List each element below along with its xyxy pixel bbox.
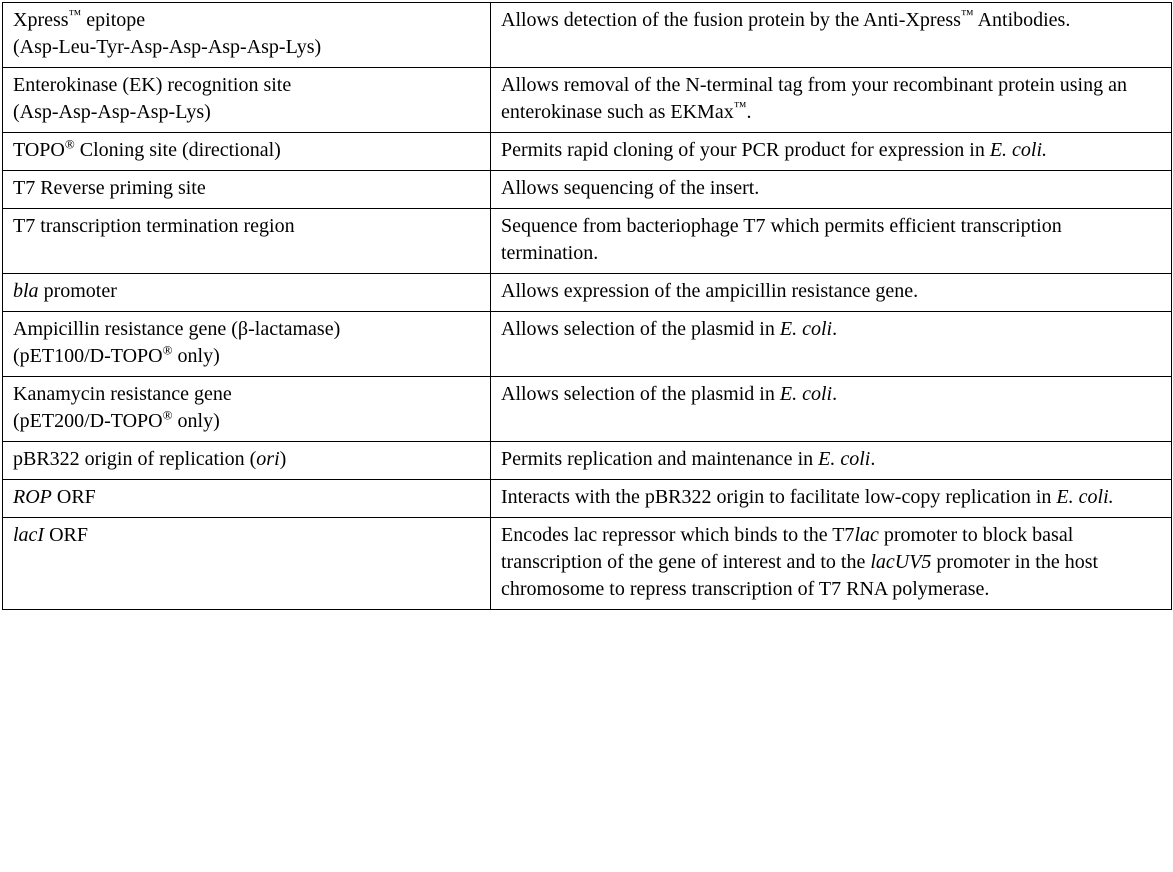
feature-cell: lacI ORF xyxy=(3,518,491,610)
feature-cell: T7 Reverse priming site xyxy=(3,171,491,209)
table-row: Kanamycin resistance gene(pET200/D-TOPO®… xyxy=(3,377,1172,442)
benefit-cell: Permits rapid cloning of your PCR produc… xyxy=(491,133,1172,171)
table-body: Xpress™ epitope(Asp-Leu-Tyr-Asp-Asp-Asp-… xyxy=(3,3,1172,610)
benefit-cell: Allows selection of the plasmid in E. co… xyxy=(491,377,1172,442)
table-row: bla promoterAllows expression of the amp… xyxy=(3,274,1172,312)
feature-cell: T7 transcription termination region xyxy=(3,209,491,274)
feature-cell: Ampicillin resistance gene (β-lactamase)… xyxy=(3,312,491,377)
feature-cell: ROP ORF xyxy=(3,480,491,518)
feature-cell: pBR322 origin of replication (ori) xyxy=(3,442,491,480)
benefit-cell: Allows selection of the plasmid in E. co… xyxy=(491,312,1172,377)
table-row: Ampicillin resistance gene (β-lactamase)… xyxy=(3,312,1172,377)
table-row: T7 Reverse priming siteAllows sequencing… xyxy=(3,171,1172,209)
feature-cell: Kanamycin resistance gene(pET200/D-TOPO®… xyxy=(3,377,491,442)
benefit-cell: Encodes lac repressor which binds to the… xyxy=(491,518,1172,610)
table-row: T7 transcription termination regionSeque… xyxy=(3,209,1172,274)
table-row: TOPO® Cloning site (directional)Permits … xyxy=(3,133,1172,171)
benefit-cell: Sequence from bacteriophage T7 which per… xyxy=(491,209,1172,274)
benefit-cell: Interacts with the pBR322 origin to faci… xyxy=(491,480,1172,518)
table-row: Xpress™ epitope(Asp-Leu-Tyr-Asp-Asp-Asp-… xyxy=(3,3,1172,68)
benefit-cell: Permits replication and maintenance in E… xyxy=(491,442,1172,480)
benefit-cell: Allows removal of the N-terminal tag fro… xyxy=(491,68,1172,133)
table-row: ROP ORFInteracts with the pBR322 origin … xyxy=(3,480,1172,518)
table-row: pBR322 origin of replication (ori)Permit… xyxy=(3,442,1172,480)
feature-cell: Xpress™ epitope(Asp-Leu-Tyr-Asp-Asp-Asp-… xyxy=(3,3,491,68)
feature-cell: Enterokinase (EK) recognition site(Asp-A… xyxy=(3,68,491,133)
features-table: Xpress™ epitope(Asp-Leu-Tyr-Asp-Asp-Asp-… xyxy=(2,2,1172,610)
feature-cell: TOPO® Cloning site (directional) xyxy=(3,133,491,171)
benefit-cell: Allows expression of the ampicillin resi… xyxy=(491,274,1172,312)
benefit-cell: Allows sequencing of the insert. xyxy=(491,171,1172,209)
table-row: lacI ORFEncodes lac repressor which bind… xyxy=(3,518,1172,610)
benefit-cell: Allows detection of the fusion protein b… xyxy=(491,3,1172,68)
table-row: Enterokinase (EK) recognition site(Asp-A… xyxy=(3,68,1172,133)
feature-cell: bla promoter xyxy=(3,274,491,312)
